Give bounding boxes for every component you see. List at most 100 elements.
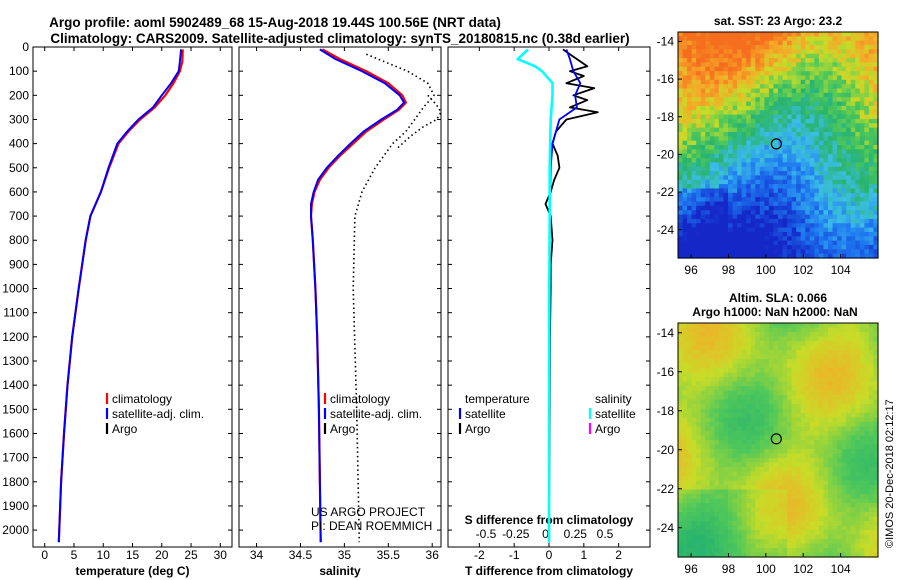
map-cell: [828, 377, 834, 383]
map-cell: [682, 458, 688, 464]
map-cell: [687, 58, 693, 64]
map-cell: [809, 84, 815, 90]
map-cell: [805, 552, 811, 558]
map-cell: [809, 521, 815, 527]
map-cell: [859, 498, 865, 504]
map-cell: [868, 127, 875, 133]
map-cell: [855, 408, 861, 414]
map-cell: [714, 377, 720, 383]
map-cell: [709, 236, 715, 242]
plot-frame: [238, 46, 442, 548]
map-cell: [750, 530, 756, 536]
map-cell: [741, 114, 747, 120]
map-cell: [732, 386, 738, 392]
map-cell: [682, 354, 688, 360]
map-cell: [723, 49, 729, 55]
map-cell: [805, 426, 811, 432]
map-cell: [809, 158, 815, 163]
map-cell: [678, 521, 684, 527]
map-cell: [778, 341, 784, 347]
map-cell: [832, 350, 838, 356]
map-cell: [850, 101, 856, 107]
map-cell: [818, 97, 825, 103]
map-cell: [809, 179, 815, 185]
map-cell: [823, 476, 829, 482]
map-cell: [682, 158, 688, 163]
map-cell: [800, 218, 806, 224]
map-cell: [832, 110, 838, 116]
map-cell: [855, 140, 861, 146]
map-cell: [823, 84, 829, 90]
map-cell: [714, 188, 720, 194]
map-cell: [764, 45, 770, 50]
map-cell: [746, 489, 752, 495]
map-cell: [700, 332, 706, 338]
map-cell: [705, 49, 711, 55]
map-cell: [778, 368, 784, 374]
map-cell: [809, 145, 815, 150]
map-cell: [764, 503, 770, 509]
map-cell: [750, 498, 756, 504]
map-cell: [678, 327, 684, 333]
map-cell: [746, 521, 752, 527]
map-cell: [841, 179, 847, 185]
map-cell: [828, 88, 834, 94]
map-cell: [855, 184, 861, 190]
map-cell: [850, 431, 856, 437]
map-cell: [809, 381, 815, 387]
map-cell: [841, 462, 847, 468]
map-cell: [687, 494, 693, 500]
map-cell: [805, 359, 811, 365]
map-cell: [800, 467, 806, 473]
map-cell: [778, 485, 784, 491]
map-cell: [687, 336, 693, 342]
map-cell: [696, 105, 702, 111]
map-cell: [846, 62, 852, 68]
map-cell: [714, 53, 720, 59]
map-cell: [809, 218, 815, 224]
map-cell: [778, 114, 784, 120]
map-cell: [832, 345, 838, 351]
map-cell: [691, 97, 697, 103]
map-cell: [750, 413, 756, 419]
map-cell: [855, 386, 861, 392]
map-cell: [791, 467, 797, 473]
map-cell: [841, 332, 847, 338]
map-cell: [868, 543, 875, 549]
map-cell: [700, 413, 706, 419]
map-cell: [728, 118, 734, 124]
map-cell: [732, 205, 738, 211]
map-cell: [750, 489, 756, 495]
map-cell: [728, 197, 734, 203]
map-cell: [700, 79, 706, 85]
map-cell: [832, 359, 838, 365]
map-cell: [818, 552, 825, 558]
map-cell: [755, 179, 761, 185]
map-cell: [764, 516, 770, 522]
map-cell: [846, 516, 852, 522]
map-cell: [832, 171, 838, 177]
map-cell: [737, 530, 743, 536]
map-cell: [818, 218, 825, 224]
map-cell: [814, 40, 820, 46]
map-cell: [846, 539, 852, 545]
map-cell: [859, 214, 865, 220]
map-cell: [787, 131, 793, 137]
map-cell: [859, 179, 865, 185]
map-cell: [814, 88, 820, 94]
map-cell: [741, 480, 747, 486]
map-cell: [746, 58, 752, 64]
map-cell: [832, 66, 838, 72]
map-cell: [873, 175, 879, 181]
map-cell: [732, 231, 738, 237]
map-cell: [741, 494, 747, 500]
map-cell: [728, 253, 734, 259]
map-cell: [678, 179, 684, 185]
map-cell: [868, 110, 875, 116]
map-cell: [859, 467, 865, 473]
map-cell: [750, 140, 756, 146]
map-cell: [828, 476, 834, 482]
map-cell: [841, 525, 847, 531]
map-cell: [791, 188, 797, 194]
map-cell: [859, 350, 865, 356]
